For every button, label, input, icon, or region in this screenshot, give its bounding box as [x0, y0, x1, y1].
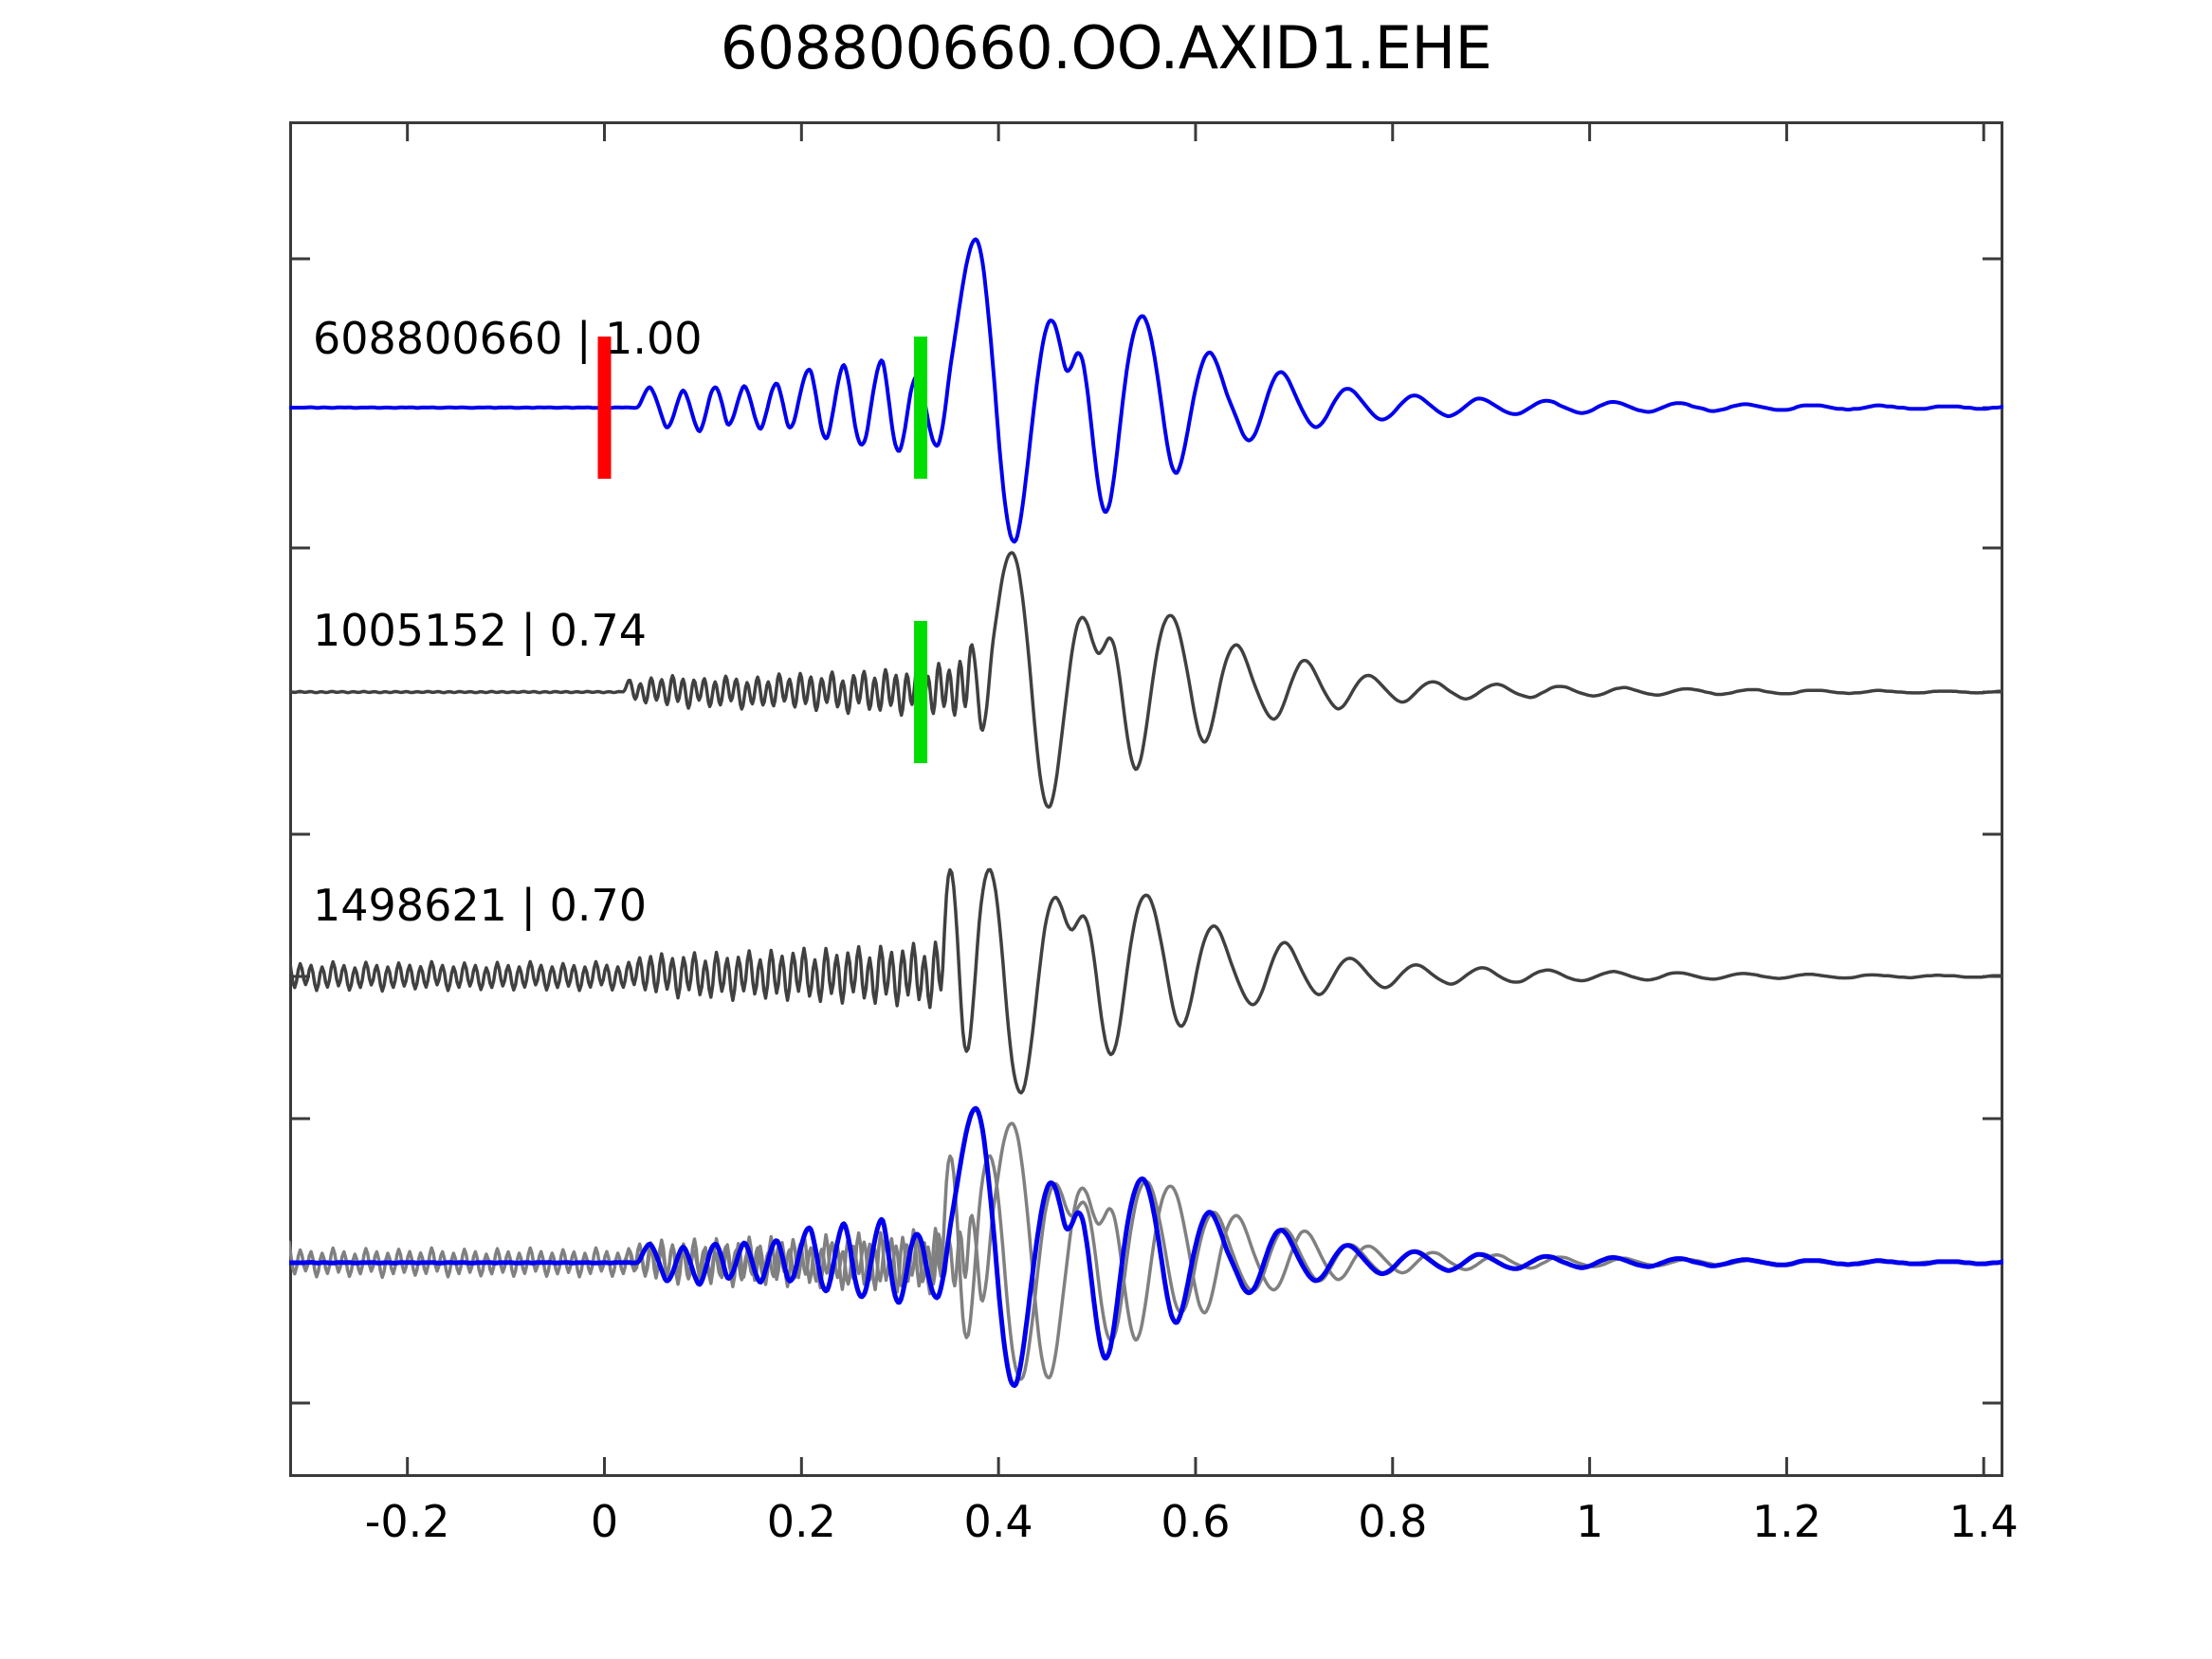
x-tick-label: 0 — [590, 1496, 619, 1547]
waveform-trace-608800660 — [289, 237, 2003, 544]
plot-area — [289, 121, 2003, 1477]
trace-label-1498621: 1498621 | 0.70 — [313, 880, 648, 931]
trace-label-608800660: 608800660 | 1.00 — [313, 313, 703, 364]
waveform-trace-1498621 — [289, 867, 2003, 1095]
waveform-plot — [289, 121, 2003, 1477]
x-tick-label: -0.2 — [364, 1496, 450, 1547]
plot-frame — [289, 121, 2003, 1477]
x-tick-label: 0.8 — [1358, 1496, 1428, 1547]
overlay-trace-1005152 — [289, 1121, 2003, 1380]
waveform-trace-1005152 — [289, 551, 2003, 810]
x-tick-label: 1 — [1575, 1496, 1604, 1547]
overlay-trace-608800660 — [289, 1105, 2003, 1389]
x-tick-label: 0.6 — [1161, 1496, 1231, 1547]
page-title: 608800660.OO.AXID1.EHE — [720, 13, 1492, 82]
x-tick-label: 0.4 — [963, 1496, 1033, 1547]
x-tick-label: 1.2 — [1751, 1496, 1821, 1547]
x-tick-label: 1.4 — [1948, 1496, 2019, 1547]
x-tick-label: 0.2 — [766, 1496, 836, 1547]
trace-label-1005152: 1005152 | 0.74 — [313, 605, 648, 656]
